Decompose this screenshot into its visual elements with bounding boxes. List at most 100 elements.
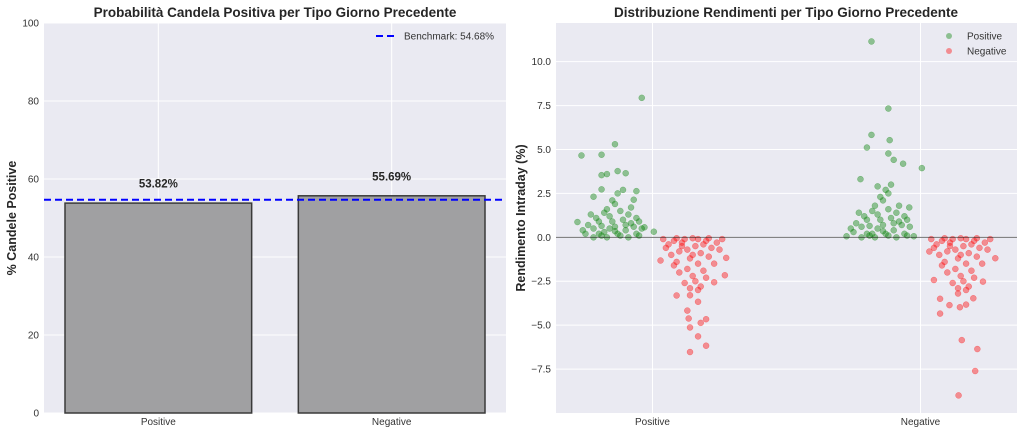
scatter-point-positive [609,197,616,204]
bar-chart-title: Probabilità Candela Positiva per Tipo Gi… [94,5,457,20]
scatter-point-positive [590,193,597,200]
scatter-point-negative [686,324,694,331]
scatter-point-positive [890,220,897,227]
scatter-point-negative [957,272,964,280]
scatter-point-negative [708,244,715,252]
bar-value-label: 55.69% [372,171,411,183]
scatter-point-negative [692,242,699,250]
scatter-point-positive [617,207,624,215]
scatter-point-positive [627,204,635,211]
scatter-chart-ylabel: Rendimento Intraday (%) [514,144,528,291]
scatter-point-negative [976,244,983,252]
scatter-point-negative [946,301,953,309]
scatter-point-negative [956,303,964,311]
scatter-point-positive [874,211,881,218]
scatter-point-negative [971,367,979,375]
scatter-point-negative [957,251,964,259]
scatter-point-negative [692,277,699,285]
scatter-point-positive [868,131,875,139]
scatter-point-negative [984,246,991,253]
scatter-point-negative [689,234,696,242]
scatter-point-negative [694,260,702,267]
scatter-point-positive [582,230,589,238]
scatter-point-positive [614,167,621,175]
scatter-point-negative [965,283,973,290]
scatter-point-positive [882,186,889,194]
scatter-point-positive [901,212,908,220]
scatter-point-positive [619,216,627,224]
scatter-chart-panel: Distribuzione Rendimenti per Tipo Giorno… [514,5,1017,428]
scatter-point-positive [877,216,884,224]
scatter-point-positive [641,224,648,231]
bar-value-label: 53.82% [139,179,178,191]
scatter-point-positive [871,202,879,209]
scatter-point-negative [681,279,688,287]
scatter-point-negative [697,249,704,257]
scatter-point-positive [885,190,892,197]
bar-negative [297,195,486,414]
scatter-point-positive [885,205,892,213]
x-tick-label: Positive [635,417,670,428]
scatter-point-negative [926,248,933,255]
legend-swatch-positive [946,33,952,39]
scatter-point-positive [650,228,658,235]
scatter-point-positive [901,230,908,238]
scatter-point-positive [611,200,619,208]
scatter-point-positive [887,214,895,222]
scatter-point-negative [686,285,694,292]
scatter-point-positive [625,211,632,218]
scatter-point-positive [619,186,627,194]
legend-label-positive: Positive [967,32,1002,43]
scatter-point-positive [633,230,640,238]
scatter-point-negative [946,242,954,250]
scatter-point-negative [710,260,718,267]
y-tick-label: 40 [28,253,40,264]
scatter-point-positive [895,218,903,225]
scatter-point-positive [638,94,646,102]
scatter-point-positive [863,144,871,151]
scatter-point-negative [970,274,978,281]
scatter-point-positive [899,160,907,167]
scatter-point-negative [944,269,951,276]
scatter-point-positive [609,218,616,225]
scatter-point-negative [979,278,987,285]
scatter-point-negative [700,241,707,248]
scatter-point-negative [955,392,962,399]
scatter-point-negative [686,255,694,262]
scatter-point-negative [700,267,707,274]
scatter-point-negative [973,253,981,260]
scatter-point-positive [600,228,608,236]
scatter-point-negative [992,254,999,262]
scatter-point-negative [665,241,672,248]
scatter-point-negative [685,315,692,322]
scatter-point-positive [879,197,887,204]
y-tick-label: 10.0 [532,57,552,68]
scatter-point-positive [622,221,629,229]
scatter-point-positive [587,211,595,218]
scatter-point-negative [933,241,940,248]
scatter-point-positive [579,227,587,234]
scatter-point-negative [657,257,664,264]
scatter-point-negative [978,260,986,267]
legend-swatch-negative [946,48,952,54]
scatter-point-positive [877,193,884,201]
scatter-point-negative [684,307,691,314]
scatter-point-positive [592,214,600,222]
scatter-point-positive [611,223,619,231]
y-tick-label: 20 [28,331,40,342]
scatter-point-negative [936,310,944,317]
scatter-point-positive [606,225,613,232]
scatter-point-negative [936,295,944,303]
scatter-point-positive [611,227,619,235]
scatter-point-positive [903,216,911,224]
y-tick-label: 0.0 [537,233,551,244]
scatter-point-negative [670,237,678,245]
scatter-point-positive [918,164,926,172]
x-tick-label: Negative [901,417,941,428]
scatter-point-positive [868,38,875,45]
scatter-point-negative [662,244,670,252]
scatter-point-negative [694,286,702,294]
scatter-point-positive [879,227,887,235]
scatter-point-positive [633,187,640,195]
scatter-point-positive [614,230,621,238]
